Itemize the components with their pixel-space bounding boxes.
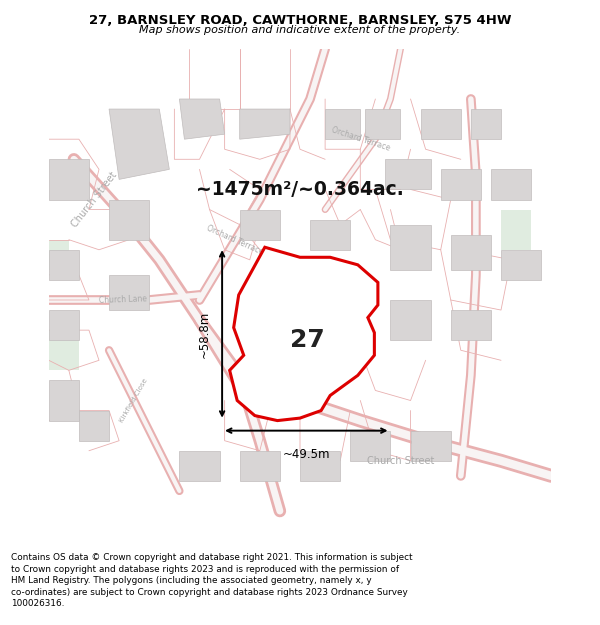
Polygon shape xyxy=(325,109,360,139)
Text: Contains OS data © Crown copyright and database right 2021. This information is : Contains OS data © Crown copyright and d… xyxy=(11,554,412,608)
Text: Kirkfield Close: Kirkfield Close xyxy=(119,378,149,424)
Text: 27: 27 xyxy=(290,328,325,352)
Polygon shape xyxy=(179,451,220,481)
Polygon shape xyxy=(350,431,391,461)
Polygon shape xyxy=(410,431,451,461)
Text: Map shows position and indicative extent of the property.: Map shows position and indicative extent… xyxy=(139,25,461,35)
Polygon shape xyxy=(49,240,69,270)
Polygon shape xyxy=(49,330,79,371)
Polygon shape xyxy=(310,219,350,250)
Polygon shape xyxy=(109,199,149,240)
Polygon shape xyxy=(230,248,378,421)
Text: ~49.5m: ~49.5m xyxy=(283,448,330,461)
Polygon shape xyxy=(451,234,491,270)
Text: Church Street: Church Street xyxy=(69,170,119,229)
Polygon shape xyxy=(391,224,431,270)
Text: Orchard Terrace: Orchard Terrace xyxy=(330,126,391,153)
Polygon shape xyxy=(491,169,531,199)
Polygon shape xyxy=(365,109,401,139)
Polygon shape xyxy=(501,209,531,250)
Polygon shape xyxy=(240,109,290,139)
Polygon shape xyxy=(49,381,79,421)
Text: ~58.8m: ~58.8m xyxy=(198,310,211,358)
Polygon shape xyxy=(49,250,79,280)
Polygon shape xyxy=(179,99,224,139)
Polygon shape xyxy=(501,250,541,280)
Text: Church Lane: Church Lane xyxy=(99,294,147,306)
Polygon shape xyxy=(260,260,300,290)
Polygon shape xyxy=(300,451,340,481)
Polygon shape xyxy=(421,109,461,139)
Polygon shape xyxy=(240,209,280,240)
Polygon shape xyxy=(391,300,431,340)
Text: Orchard Terrace: Orchard Terrace xyxy=(205,223,265,256)
Polygon shape xyxy=(109,109,169,179)
Polygon shape xyxy=(49,310,79,340)
Polygon shape xyxy=(471,109,501,139)
Polygon shape xyxy=(451,310,491,340)
Polygon shape xyxy=(79,411,109,441)
Polygon shape xyxy=(385,159,431,189)
Text: ~1475m²/~0.364ac.: ~1475m²/~0.364ac. xyxy=(196,180,404,199)
Text: Church Street: Church Street xyxy=(367,456,434,466)
Polygon shape xyxy=(240,451,280,481)
Polygon shape xyxy=(109,275,149,310)
Polygon shape xyxy=(440,169,481,199)
Polygon shape xyxy=(49,159,89,199)
Text: 27, BARNSLEY ROAD, CAWTHORNE, BARNSLEY, S75 4HW: 27, BARNSLEY ROAD, CAWTHORNE, BARNSLEY, … xyxy=(89,14,511,27)
